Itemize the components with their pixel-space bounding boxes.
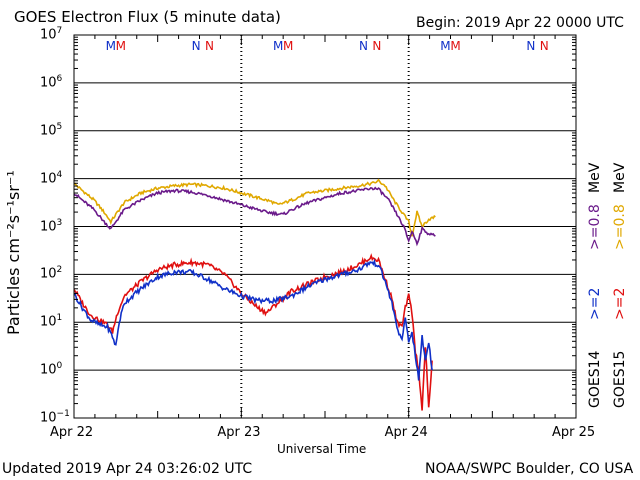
magnetopause-mark: N bbox=[192, 39, 201, 53]
y-tick-base: 10 bbox=[40, 27, 57, 43]
magnetopause-mark: N bbox=[205, 39, 214, 53]
x-tick-label: Apr 22 bbox=[50, 425, 94, 440]
series-line-goes15-2-mev bbox=[73, 253, 433, 411]
legend-goes15-ge2: >=2 bbox=[612, 287, 628, 320]
series-lines bbox=[73, 178, 436, 411]
y-tick-base: 10 bbox=[40, 218, 57, 234]
y-tick-exponent: 5 bbox=[56, 121, 63, 132]
y-tick-exponent: 4 bbox=[56, 169, 63, 180]
magnetopause-mark: M bbox=[106, 39, 116, 53]
legend-goes15-ge08: >=0.8 bbox=[612, 204, 628, 250]
series-line-goes14-0-8-mev bbox=[73, 186, 436, 247]
legend-goes14: GOES14 bbox=[587, 350, 603, 408]
magnetopause-mark: N bbox=[540, 39, 549, 53]
chart-title: GOES Electron Flux (5 minute data) bbox=[14, 8, 281, 26]
y-tick-label: 106 bbox=[40, 73, 63, 91]
y-tick-label: 102 bbox=[40, 265, 63, 282]
y-tick-exponent: 0 bbox=[56, 361, 63, 372]
y-tick-exponent: −1 bbox=[56, 409, 70, 419]
y-tick-exponent: 3 bbox=[56, 217, 63, 228]
y-tick-base: 10 bbox=[40, 75, 57, 91]
x-tick-label: Apr 23 bbox=[217, 425, 261, 440]
magnetopause-mark: N bbox=[526, 39, 535, 53]
magnetopause-mark: N bbox=[359, 39, 368, 53]
magnetopause-mark: N bbox=[372, 39, 381, 53]
y-tick-exponent: 7 bbox=[56, 26, 63, 36]
magnetopause-mark: M bbox=[283, 39, 293, 53]
y-tick-exponent: 2 bbox=[56, 265, 63, 276]
y-tick-base: 10 bbox=[40, 266, 57, 282]
legend-goes14-ge2: >=2 bbox=[587, 287, 603, 320]
y-tick-base: 10 bbox=[40, 362, 57, 378]
y-tick-label: 10−1 bbox=[40, 409, 70, 426]
y-tick-exponent: 6 bbox=[56, 73, 63, 84]
y-tick-label: 104 bbox=[40, 169, 63, 186]
axes bbox=[73, 34, 577, 419]
y-tick-label: 100 bbox=[40, 361, 63, 378]
magnetopause-mark: M bbox=[440, 39, 450, 53]
y-tick-base: 10 bbox=[40, 314, 57, 330]
y-tick-base: 10 bbox=[40, 123, 57, 139]
x-axis-title: Universal Time bbox=[277, 442, 367, 456]
grid-lines bbox=[74, 35, 576, 418]
updated-time: Updated 2019 Apr 24 03:26:02 UTC bbox=[2, 461, 253, 477]
y-tick-exponent: 1 bbox=[56, 313, 63, 324]
legend-goes14-ge08: >=0.8 bbox=[587, 204, 603, 250]
x-tick-label: Apr 25 bbox=[552, 425, 596, 440]
series-line-goes14-2-mev bbox=[73, 258, 433, 381]
source-credit: NOAA/SWPC Boulder, CO USA bbox=[425, 461, 634, 477]
y-tick-label: 107 bbox=[40, 26, 63, 43]
legend-goes15: GOES15 bbox=[612, 350, 628, 408]
y-tick-label: 103 bbox=[40, 217, 63, 234]
legend-mev-15: MeV bbox=[612, 162, 628, 193]
y-tick-label: 101 bbox=[40, 313, 63, 330]
y-tick-base: 10 bbox=[40, 410, 57, 426]
magnetopause-mark: M bbox=[450, 39, 460, 53]
magnetopause-mark: M bbox=[116, 39, 126, 53]
series-line-goes15-0-8-mev bbox=[73, 178, 436, 237]
begin-time: Begin: 2019 Apr 22 0000 UTC bbox=[416, 15, 624, 31]
y-tick-base: 10 bbox=[40, 170, 57, 186]
legend-mev-14: MeV bbox=[587, 162, 603, 193]
magnetopause-mark: M bbox=[273, 39, 283, 53]
x-tick-label: Apr 24 bbox=[384, 425, 428, 440]
y-tick-label: 105 bbox=[40, 121, 63, 139]
